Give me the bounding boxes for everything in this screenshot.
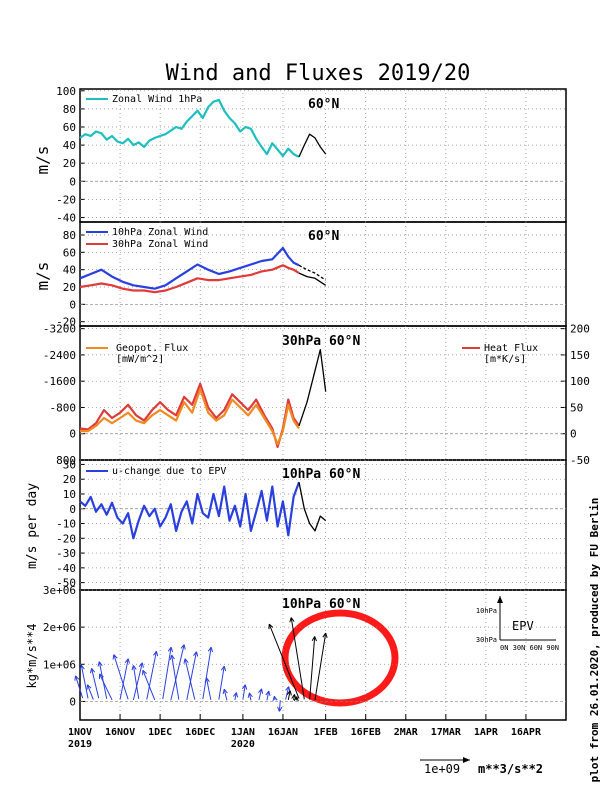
ytick-label-p1: -40 — [56, 211, 76, 224]
panel-5-ylabel: kg*m/s**4 — [25, 623, 39, 688]
ytick-label-p4: -20 — [56, 532, 76, 545]
panel-4-ylabel: m/s per day — [25, 483, 40, 569]
ytick-label-p1: 20 — [63, 157, 76, 170]
epv-vector — [187, 652, 197, 700]
panel-1-tag: 60°N — [308, 97, 339, 112]
panel-2-ylabel: m/s — [33, 262, 52, 291]
scale-label: 1e+09 — [424, 762, 460, 776]
xtick-label: 16DEC — [185, 727, 215, 738]
ytick-label-p3-left: 0 — [69, 428, 76, 441]
ytick-label-p3-left: -2400 — [43, 349, 76, 362]
xtick-label: 1JAN — [231, 727, 255, 738]
ytick-label-p3: -50 — [570, 454, 590, 467]
xtick-label: 2MAR — [394, 727, 419, 738]
series-p1-zonal-wind-1hpa — [80, 100, 299, 157]
xtick-year: 2019 — [68, 739, 92, 750]
xtick-year: 2020 — [231, 739, 255, 750]
ytick-label-p1: 80 — [63, 103, 76, 116]
panel-2-tag: 60°N — [308, 229, 339, 244]
ytick-label-p2: 0 — [69, 298, 76, 311]
epv-vector — [203, 647, 211, 699]
epv-inset-y-bottom: 30hPa — [476, 636, 497, 644]
ytick-label-p3-left: -800 — [50, 401, 77, 414]
epv-inset-title: EPV — [512, 619, 534, 633]
ytick-label-p3: 100 — [570, 375, 590, 388]
series-p3-heat-flux — [80, 384, 299, 447]
ytick-label-p4: -40 — [56, 562, 76, 575]
epv-vector-forecast — [310, 636, 315, 699]
xtick-label: 1FEB — [314, 727, 338, 738]
ytick-label-p2: 80 — [63, 229, 76, 242]
ytick-label-p2: 60 — [63, 246, 76, 259]
ytick-label-p5: 0 — [69, 695, 76, 708]
ytick-label-p2: 40 — [63, 264, 76, 277]
epv-inset-y-top: 10hPa — [476, 607, 497, 615]
ytick-label-p3-left: -1600 — [43, 375, 76, 388]
xtick-label: 1DEC — [148, 727, 172, 738]
legend-4-label: u-change due to EPV — [112, 466, 226, 477]
legend-1-label: Zonal Wind 1hPa — [112, 94, 202, 105]
ytick-label-p5: 3e+06 — [43, 584, 76, 597]
highlight-ellipse — [285, 613, 395, 703]
epv-vector-forecast — [315, 633, 326, 700]
footer-credit: plot from 26.01.2020, produced by FU Ber… — [588, 498, 601, 783]
figure-title: Wind and Fluxes 2019/20 — [166, 61, 471, 86]
ytick-label-p1: 60 — [63, 121, 76, 134]
legend-3b-unit: [m*K/s] — [484, 354, 526, 365]
ytick-label-p1: 0 — [69, 175, 76, 188]
xtick-label: 16NOV — [105, 727, 135, 738]
epv-inset: EPV 10hPa 30hPa 0N 30N 60N 90N — [476, 596, 559, 652]
xtick-label: 1APR — [474, 727, 499, 738]
ytick-label-p3: 0 — [570, 428, 577, 441]
ytick-label-p4: 20 — [63, 473, 76, 486]
legend-3a-unit: [mW/m^2] — [116, 354, 164, 365]
series-p3-forecast — [299, 350, 326, 426]
xtick-label: 1NOV — [68, 727, 92, 738]
epv-vector — [219, 666, 224, 699]
epv-vector — [163, 647, 171, 699]
ytick-label-p3: 150 — [570, 349, 590, 362]
ytick-label-p4: 10 — [63, 488, 76, 501]
panel-3-tag: 30hPa 60°N — [282, 334, 360, 349]
legend-2a-label: 10hPa Zonal Wind — [112, 227, 208, 238]
panel-5-tag: 10hPa 60°N — [282, 597, 360, 612]
legend-2b-label: 30hPa Zonal Wind — [112, 239, 208, 250]
scale-arrow-head — [463, 757, 470, 763]
ytick-label-p3: 200 — [570, 323, 590, 336]
series-p2-forecast-30hpa — [299, 273, 326, 285]
xtick-label: 16FEB — [351, 727, 381, 738]
panel-4-tag: 10hPa 60°N — [282, 467, 360, 482]
ytick-label-p4: 0 — [69, 503, 76, 516]
xtick-label: 16JAN — [268, 727, 298, 738]
ytick-label-p3-left: -3200 — [43, 323, 76, 336]
epv-vector — [92, 668, 99, 698]
epv-inset-x-labels: 0N 30N 60N 90N — [500, 644, 559, 652]
epv-inset-arrow-head — [497, 596, 503, 603]
ytick-label-p3: 50 — [570, 401, 583, 414]
epv-vector — [81, 665, 88, 698]
scale-unit: m**3/s**2 — [478, 762, 543, 776]
ytick-label-p2: 20 — [63, 281, 76, 294]
series-p4-u-change-due-to-epv — [80, 482, 299, 538]
ytick-label-p1: -20 — [56, 193, 76, 206]
ytick-label-p5: 1e+06 — [43, 658, 76, 671]
series-p1-forecast — [299, 134, 326, 157]
legend-3b-label: Heat Flux — [484, 343, 538, 354]
xtick-label: 17MAR — [431, 727, 462, 738]
epv-vector — [143, 670, 155, 700]
ytick-label-p4: -30 — [56, 547, 76, 560]
legend-3a-label: Geopot. Flux — [116, 343, 188, 354]
panel-1-ylabel: m/s — [33, 146, 52, 175]
ytick-label-p4: 30 — [63, 458, 76, 471]
xtick-label: 16APR — [511, 727, 542, 738]
ytick-label-p4: -10 — [56, 518, 76, 531]
ytick-label-p1: 100 — [56, 85, 76, 98]
ytick-label-p1: 40 — [63, 139, 76, 152]
ytick-label-p5: 2e+06 — [43, 621, 76, 634]
